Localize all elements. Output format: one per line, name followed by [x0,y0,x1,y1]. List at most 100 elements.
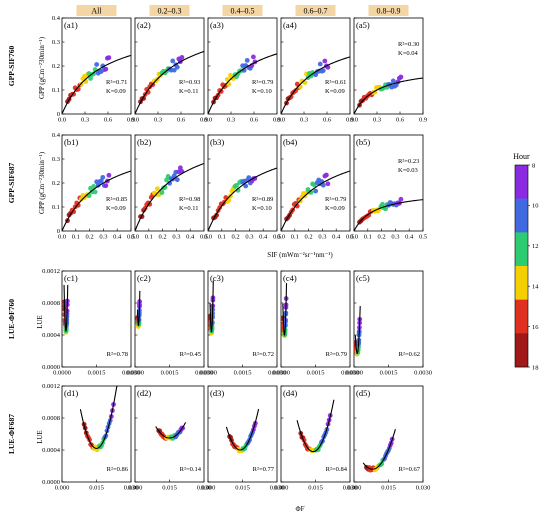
x-tick-label: 0.015 [381,485,396,492]
x-tick-label: 0.030 [416,485,431,492]
x-tick-label: 0.015 [89,485,104,492]
colorbar-tick-label: 12 [532,243,539,250]
data-point [171,67,177,73]
fit-curve [353,77,424,114]
y-tick-label: 0.4 [52,15,61,22]
data-point [246,175,252,180]
row-label: LUE-ΦF760 [7,299,16,339]
column-headers: All 0.2–0.3 0.4–0.5 0.6–0.7 0.8–0.9 [76,5,409,16]
x-tick-label: 0.0 [58,234,66,241]
x-tick-label: 0.1 [72,234,80,241]
data-point [174,64,180,70]
x-tick-label: 0.030 [197,485,212,492]
column-header-bg [149,5,190,16]
colorbar-segment [515,266,528,300]
k-value: K=0.03 [398,167,418,174]
x-tick-label: 0.3 [373,117,381,124]
x-tick-label: 0.3 [227,117,235,124]
y-tick-label: 0.0012 [42,268,60,275]
x-tick-label: 0.3 [300,117,308,124]
r2-value: R²=0.30 [398,41,419,48]
data-point [320,68,326,73]
data-point [100,174,106,180]
x-tick-label: 0.2 [378,234,386,241]
x-tick-label: 0.4 [186,234,195,241]
panels: 0.0 0.3 0.6 0.900.10.20.30.4(a1)R²=0.71K=0.… [42,15,432,491]
data-point [398,74,404,80]
panel-label: (c4) [283,273,297,283]
y-tick-label: 0.0008 [42,300,60,307]
column-header-bg [76,5,117,16]
panel-label: (a1) [64,20,78,30]
plot-frame [280,17,351,115]
panel-c5: 0.0000 0.0015 0.0030 (c5) R²=0.62 [345,270,432,377]
data-point [159,190,165,195]
x-tick-label: 0.6 [177,117,186,124]
k-value: K=0.09 [106,88,126,95]
x-tick-label: 0.0 [131,117,139,124]
x-tick-label: 0.0015 [234,370,252,377]
x-tick-label: 0.1 [145,234,153,241]
panel-d5: 0.000 0.015 0.030 (d5) R²=0.67 [347,385,431,492]
fit-curve [136,290,141,327]
y-tick-label: 0.0012 [42,383,60,390]
r2-value: R²=0.78 [107,351,128,358]
x-tick-label: 0.3 [154,117,162,124]
y-tick-label: 0.3 [52,156,60,163]
x-tick-label: 0.0 [277,117,285,124]
colorbar-segment [515,333,528,368]
data-point [147,201,153,207]
fit-curve [296,399,335,453]
x-tick-label: 0.0 [350,234,358,241]
x-tick-label: 0.2 [305,234,313,241]
k-value: K=0.10 [252,88,272,95]
fit-curve [207,53,278,114]
x-tick-label: 0.0000 [272,370,290,377]
data-point [91,184,96,189]
x-tick-label: 0.4 [113,234,122,241]
r2-value: R²=0.77 [253,466,275,473]
fit-curve [134,50,205,114]
panel-label: (d1) [64,388,78,398]
x-tick-label: 0.2 [159,234,167,241]
r2-value: R²=0.98 [179,196,200,203]
x-tick-label: 0.1 [291,234,299,241]
r2-value: R²=0.79 [325,196,346,203]
x-tick-label: 0.015 [162,485,177,492]
y-tick-label: 0.1 [52,87,60,94]
data-point [325,181,331,187]
r2-value: R²=0.72 [253,351,274,358]
y-tick-label: 0.3 [52,39,60,46]
y-tick-label: 0 [57,228,60,235]
k-value: K=0.11 [179,88,199,95]
x-tick-label: 0.0 [131,234,139,241]
x-tick-label: 0.9 [273,117,281,124]
fit-curve [362,429,396,470]
colorbar-tick-label: 16 [532,324,539,331]
data-point [71,209,77,215]
x-tick-label: 0.0000 [199,370,217,377]
x-tick-label: 0.030 [343,485,358,492]
y-tick-label: 0.2 [52,180,60,187]
data-point [250,54,256,60]
panel-c2: 0.0000 0.0015 0.0030 (c2) R²=0.45 [126,270,213,377]
panel-label: (b3) [210,137,224,147]
x-tick-label: 0.000 [128,485,143,492]
row-label: LUE-ΦF687 [7,414,16,454]
panel-a3: 0.0 0.3 0.6 0.9 (a3) R²=0.79 K=0.10 [204,17,281,124]
data-point [177,165,183,171]
panel-label: (a4) [283,20,297,30]
y-tick-label: 0 [57,111,60,118]
plot-frame [134,385,205,483]
panel-c4: 0.0000 0.0015 0.0030 (c4) R²=0.79 [272,270,359,377]
data-point [88,75,93,81]
x-tick-label: 0.4 [332,234,341,241]
x-tick-label: 0.6 [250,117,259,124]
lue-y-label-c: LUE [36,315,44,329]
data-point [106,55,112,61]
fit-curve [79,385,118,449]
x-tick-label: 0.3 [245,234,253,241]
column-header: All [91,7,102,16]
x-tick-label: 0.000 [201,485,216,492]
colorbar-segment [515,165,528,199]
